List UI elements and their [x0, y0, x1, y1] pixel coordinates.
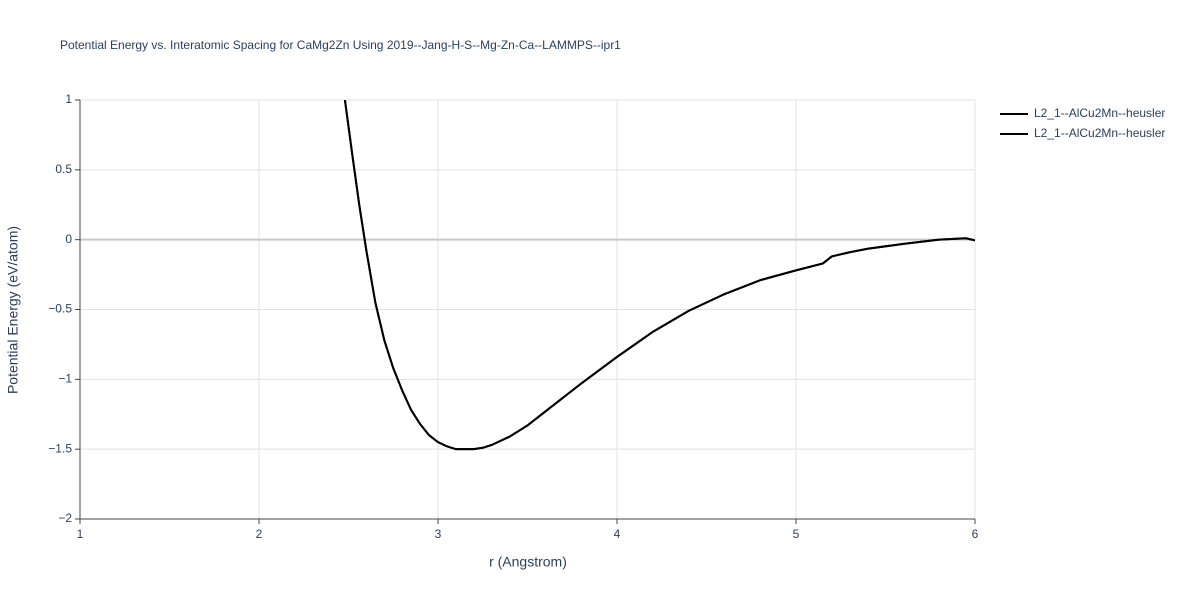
y-tick-label: 0.5: [55, 162, 72, 176]
y-tick-label: −0.5: [48, 302, 72, 316]
y-axis-title: Potential Energy (eV/atom): [5, 226, 21, 394]
chart-title: Potential Energy vs. Interatomic Spacing…: [60, 38, 621, 52]
x-tick-label: 3: [435, 527, 442, 541]
legend-label: L2_1--AlCu2Mn--heusler: [1034, 126, 1165, 140]
x-tick-label: 4: [614, 527, 621, 541]
x-tick-label: 1: [77, 527, 84, 541]
y-tick-label: −1.5: [48, 441, 72, 455]
y-tick-label: 1: [65, 92, 72, 106]
y-tick-label: −1: [58, 372, 72, 386]
x-tick-label: 5: [793, 527, 800, 541]
series-line: [343, 100, 975, 451]
y-tick-label: −2: [58, 511, 72, 525]
x-axis-title: r (Angstrom): [489, 554, 567, 570]
y-tick-label: 0: [65, 232, 72, 246]
x-tick-label: 2: [256, 527, 263, 541]
x-tick-label: 6: [972, 527, 979, 541]
series-line: [343, 100, 975, 451]
legend-label: L2_1--AlCu2Mn--heusler: [1034, 106, 1165, 120]
